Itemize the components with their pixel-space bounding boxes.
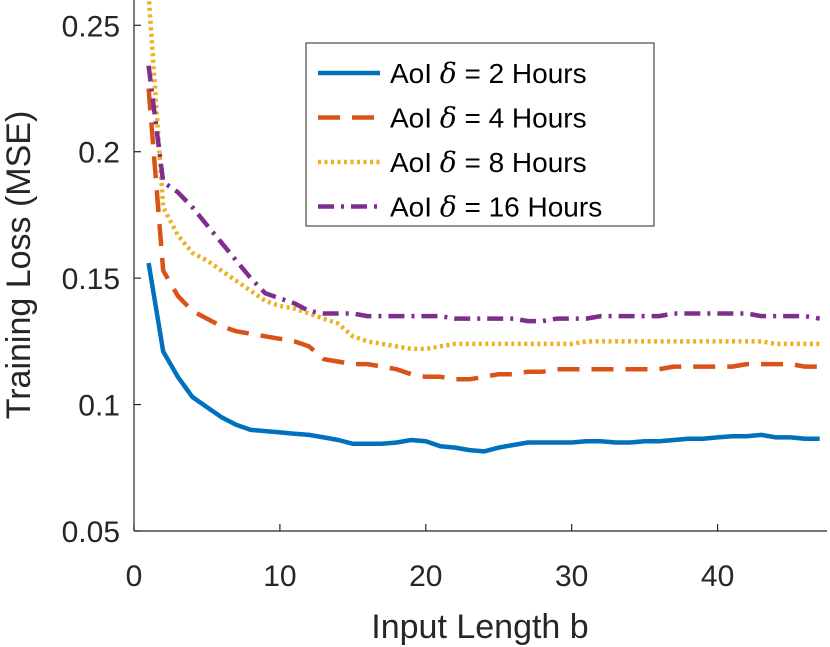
legend-symbol: δ — [440, 102, 457, 135]
series-line-4 — [146, 65, 821, 324]
legend-suffix: = 16 Hours — [457, 192, 603, 223]
legend-suffix: = 8 Hours — [457, 147, 587, 178]
legend-label-3: AoI δ = 8 Hours — [390, 146, 587, 179]
legend-suffix: = 2 Hours — [457, 58, 587, 89]
legend-prefix: AoI — [390, 147, 440, 178]
x-tick-label: 0 — [126, 560, 143, 593]
legend-label-1: AoI δ = 2 Hours — [390, 57, 587, 90]
legend-suffix: = 4 Hours — [457, 103, 587, 134]
x-tick-label: 10 — [263, 560, 296, 593]
legend-symbol: δ — [440, 191, 457, 224]
legend-label-4: AoI δ = 16 Hours — [390, 191, 602, 224]
x-axis-label: Input Length b — [371, 608, 588, 646]
y-tick-label: 0.2 — [78, 137, 120, 170]
series-line-3 — [146, 0, 820, 352]
y-tick-label: 0.05 — [62, 516, 120, 549]
series-layer — [146, 0, 821, 454]
y-tick-label: 0.1 — [78, 390, 120, 423]
series-line-2 — [146, 88, 820, 382]
legend-symbol: δ — [440, 57, 457, 90]
y-tick-label: 0.15 — [62, 263, 120, 296]
x-tick-label: 20 — [409, 560, 442, 593]
legend-prefix: AoI — [390, 192, 440, 223]
x-tick-label: 30 — [555, 560, 588, 593]
legend-prefix: AoI — [390, 103, 440, 134]
y-tick-label: 0.25 — [62, 10, 120, 43]
series-line-1 — [146, 262, 820, 454]
axes-layer — [133, 0, 827, 532]
legend-label-2: AoI δ = 4 Hours — [390, 102, 587, 135]
x-tick-label: 40 — [701, 560, 734, 593]
legend-prefix: AoI — [390, 58, 440, 89]
legend-symbol: δ — [440, 146, 457, 179]
ticks-layer: 0 10 20 30 40 0.05 0.1 0.15 0.2 0.25 — [62, 10, 735, 593]
y-axis-label: Training Loss (MSE) — [0, 111, 38, 420]
